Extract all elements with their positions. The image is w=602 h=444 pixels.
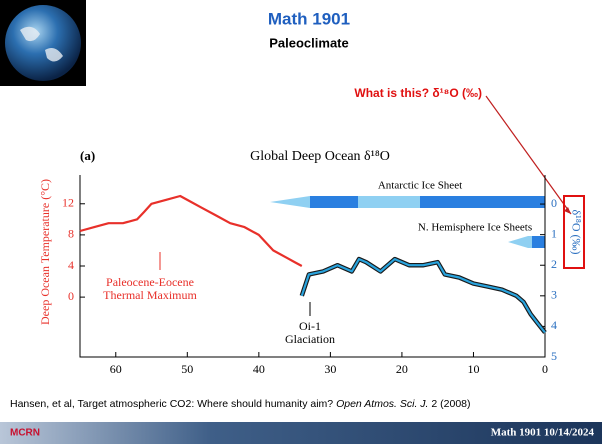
slide: Math 1901 Paleoclimate What is this? δ¹⁸…	[0, 0, 602, 444]
y2-tick-label: 1	[551, 226, 557, 240]
y-tick-label: 12	[62, 196, 74, 210]
annotation: Thermal Maximum	[103, 288, 197, 302]
y2-tick-label: 5	[551, 349, 557, 363]
antarctic-bar-dark	[420, 196, 545, 208]
citation-journal: Open Atmos. Sci. J.	[336, 398, 428, 410]
annotation: Glaciation	[285, 332, 335, 346]
y-tick-label: 4	[68, 258, 74, 272]
citation-text: Hansen, et al, Target atmospheric CO2: W…	[10, 398, 336, 410]
y2-tick-label: 4	[551, 318, 557, 332]
x-tick-label: 20	[396, 362, 408, 376]
annotation: Oi-1	[299, 319, 321, 333]
x-tick-label: 0	[542, 362, 548, 376]
callout: What is this? δ¹⁸O (‰)	[354, 86, 482, 100]
slide-title: Math 1901	[268, 9, 350, 28]
page: Math 1901 Paleoclimate What is this? δ¹⁸…	[0, 0, 602, 444]
x-tick-label: 30	[324, 362, 336, 376]
annotation: Antarctic Ice Sheet	[378, 180, 462, 192]
y2-tick-label: 3	[551, 288, 557, 302]
nh-bar-dark	[532, 236, 545, 248]
x-tick-label: 10	[467, 362, 479, 376]
antarctic-bar-dark	[310, 196, 358, 208]
chart-title: Global Deep Ocean δ¹⁸O	[250, 149, 390, 164]
annotation: N. Hemisphere Ice Sheets	[418, 222, 532, 234]
y2-tick-label: 2	[551, 257, 557, 271]
y-axis-label: Deep Ocean Temperature (°C)	[38, 179, 52, 325]
y2-tick-label: 0	[551, 196, 557, 210]
logo: MCRN	[10, 428, 40, 439]
citation-tail: 2 (2008)	[428, 398, 470, 410]
y2-axis-label: δ¹⁸O (‰)	[569, 209, 583, 254]
x-tick-label: 40	[253, 362, 265, 376]
y-tick-label: 0	[68, 289, 74, 303]
x-tick-label: 60	[110, 362, 122, 376]
annotation: Paleocene-Eocene	[106, 275, 194, 289]
y-tick-label: 8	[68, 227, 74, 241]
slide-subtitle: Paleoclimate	[269, 35, 349, 50]
panel-label: (a)	[80, 148, 95, 163]
earth-icon	[5, 5, 81, 81]
citation: Hansen, et al, Target atmospheric CO2: W…	[10, 398, 471, 410]
x-tick-label: 50	[181, 362, 193, 376]
footer-text: Math 1901 10/14/2024	[491, 427, 595, 439]
